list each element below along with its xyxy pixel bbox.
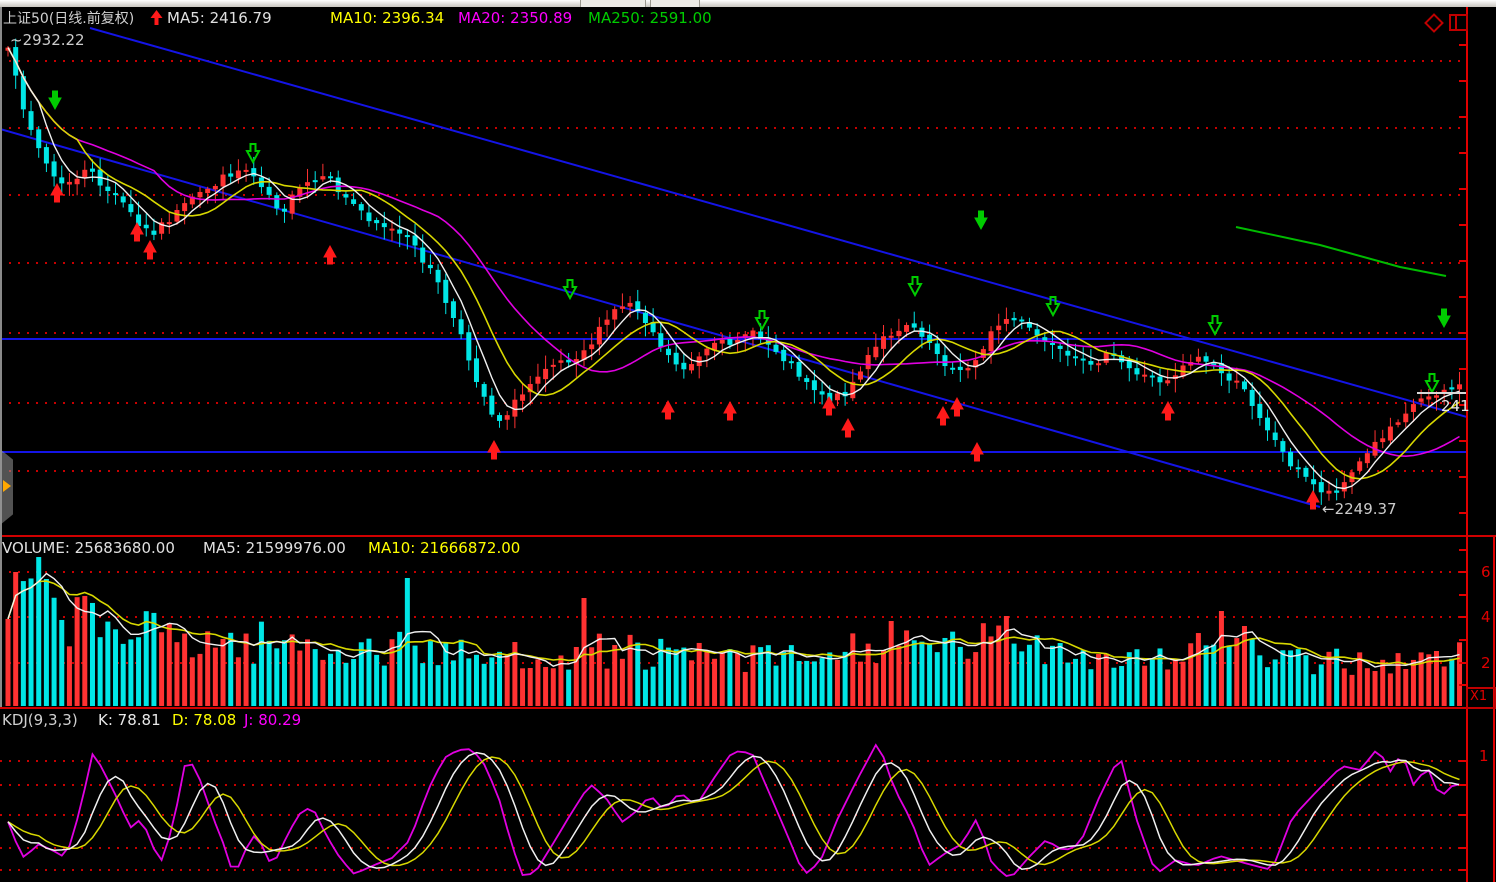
diagonal-trendline: [89, 27, 1467, 418]
ma5-readout: MA5: 2416.79: [167, 9, 272, 27]
diagonal-trendline: [0, 128, 1321, 508]
window-left-border: [0, 7, 2, 707]
volume-readout: VOLUME: 25683680.00: [2, 539, 175, 557]
buy-arrow-icon: [661, 399, 675, 420]
buy-arrow-icon: [950, 396, 964, 417]
window-top-strip: [0, 0, 1496, 7]
buy-arrow-icon: [1306, 489, 1320, 510]
volume-pane-layer: [0, 557, 1467, 706]
ma250-line: [1235, 226, 1447, 277]
kdj-pane-layer: [0, 743, 1467, 877]
ma20-line: [7, 47, 1460, 458]
candles-layer: [5, 38, 1463, 505]
sell-arrow-icon: [1207, 315, 1223, 337]
volume-multiplier-label: X1: [1470, 689, 1488, 704]
volume-ma5-readout: MA5: 21599976.00: [203, 539, 346, 557]
sell-arrow-icon: [1045, 296, 1061, 318]
ma10-line: [7, 47, 1460, 480]
buy-arrow-icon: [822, 395, 836, 416]
up-arrow-icon: [150, 10, 163, 25]
main-pane-layer: [0, 27, 1467, 510]
ma10-readout: MA10: 2396.34: [330, 9, 445, 27]
sell-arrow-icon: [1437, 308, 1451, 329]
buy-arrow-icon: [323, 244, 337, 265]
sell-arrow-icon: [245, 143, 261, 165]
buy-arrow-icon: [970, 441, 984, 462]
low-price-label: ←2249.37: [1322, 500, 1397, 518]
kdj-j-line: [7, 743, 1460, 877]
axes-layer: [0, 7, 1496, 882]
split-window-icon[interactable]: [1449, 14, 1468, 31]
chart-title: 上证50(日线.前复权): [3, 11, 135, 27]
top-strip-segment: [580, 0, 646, 7]
buy-arrow-icon: [130, 221, 144, 242]
kdj-pane[interactable]: [0, 709, 1467, 882]
volume-axis-label-6: 6: [1481, 563, 1491, 581]
kdj-name: KDJ(9,3,3): [2, 711, 78, 729]
sell-arrow-icon: [907, 276, 923, 298]
sell-arrow-icon: [48, 90, 62, 111]
volume-bars-layer: [5, 557, 1463, 706]
high-price-label: ~2932.22: [10, 31, 85, 49]
kdj-k-readout: K: 78.81: [98, 711, 161, 729]
kdj-j-readout: J: 80.29: [244, 711, 302, 729]
right-triangle-icon: [3, 480, 11, 492]
kdj-d-line: [7, 756, 1460, 867]
sell-arrow-icon: [1424, 373, 1440, 395]
kdj-d-readout: D: 78.08: [172, 711, 237, 729]
ma250-readout: MA250: 2591.00: [588, 9, 712, 27]
top-strip-segment: [650, 0, 700, 7]
buy-arrow-icon: [723, 400, 737, 421]
sell-arrow-icon: [974, 210, 988, 231]
last-price-label: 241: [1441, 397, 1470, 415]
kdj-k-line: [7, 751, 1460, 870]
volume-ma10-readout: MA10: 21666872.00: [368, 539, 521, 557]
buy-arrow-icon: [1161, 400, 1175, 421]
ma5-line: [7, 47, 1460, 490]
buy-arrow-icon: [487, 439, 501, 460]
buy-arrow-icon: [50, 182, 64, 203]
sell-arrow-icon: [754, 310, 770, 332]
sidebar-collapse-tab[interactable]: [0, 449, 13, 525]
volume-axis-label-4: 4: [1481, 608, 1491, 626]
buy-arrow-icon: [841, 417, 855, 438]
sell-arrow-icon: [562, 279, 578, 301]
volume-pane[interactable]: [0, 537, 1467, 707]
buy-arrow-icon: [143, 239, 157, 260]
volume-ma5-line: [7, 572, 1460, 668]
buy-arrow-icon: [936, 405, 950, 426]
ma20-readout: MA20: 2350.89: [458, 9, 573, 27]
volume-multiplier-box: X1: [1466, 687, 1496, 709]
kdj-axis-label: 1: [1479, 747, 1489, 765]
volume-axis-label-2: 2: [1481, 654, 1491, 672]
main-chart-pane[interactable]: [0, 7, 1467, 536]
